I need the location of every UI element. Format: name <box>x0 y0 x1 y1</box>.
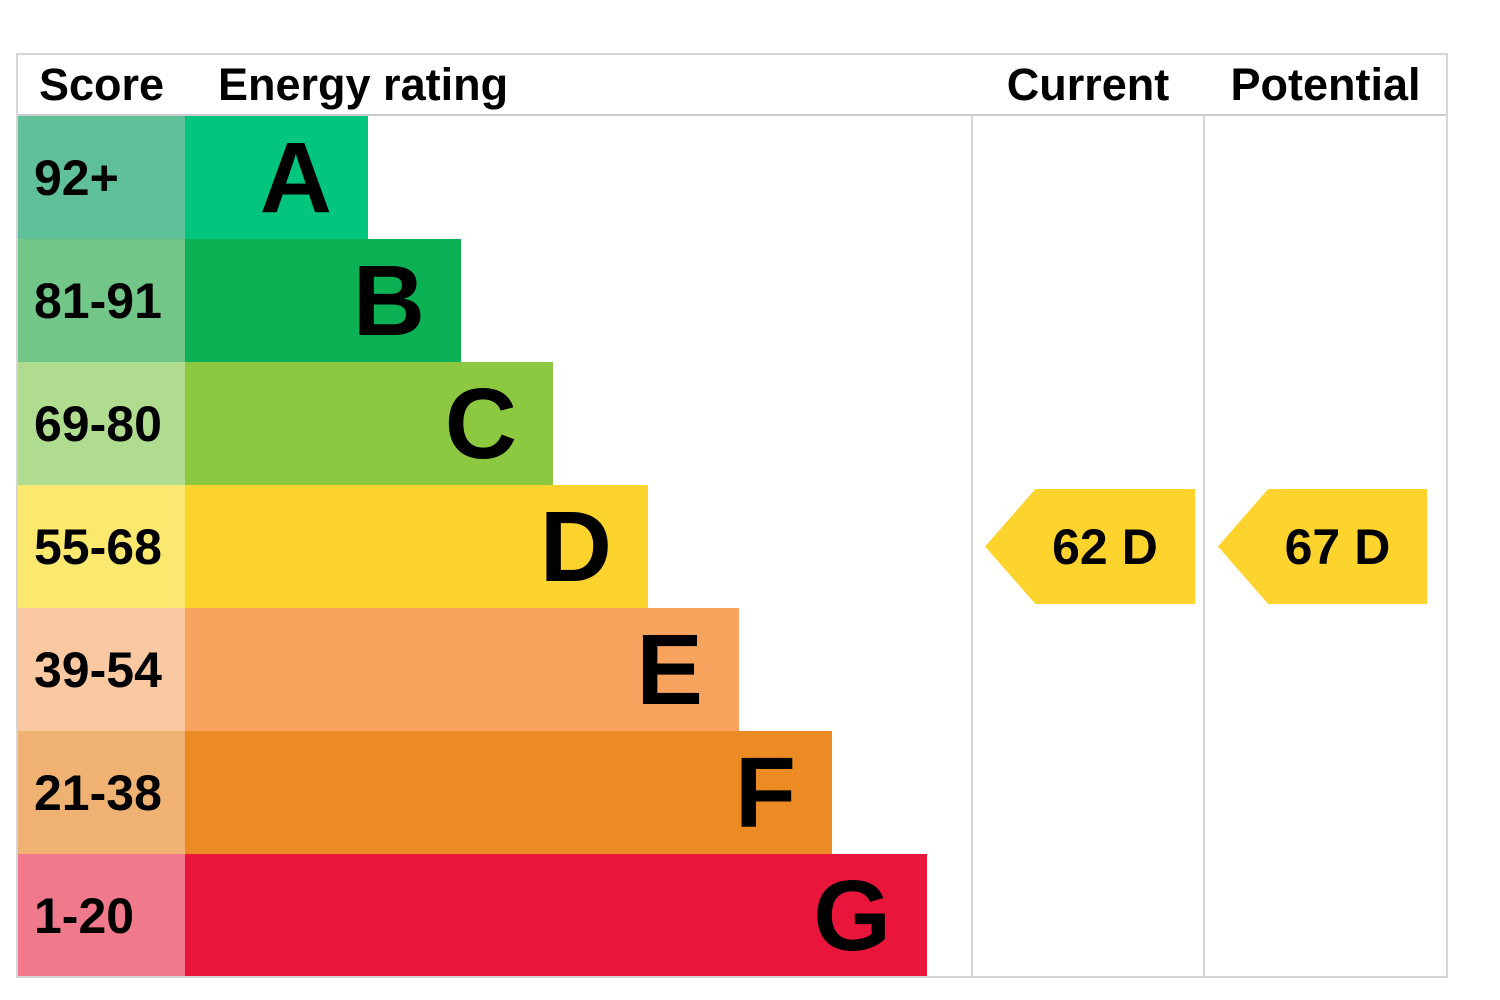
band-row-a: 92+ A <box>18 116 1446 239</box>
band-row-e: 39-54 E <box>18 608 1446 731</box>
score-cell: 39-54 <box>18 608 185 731</box>
current-column-divider <box>971 55 973 976</box>
rating-bar-a: A <box>185 116 368 239</box>
score-cell: 92+ <box>18 116 185 239</box>
current-column-header: Current <box>1006 59 1170 110</box>
score-cell: 1-20 <box>18 854 185 976</box>
score-cell: 69-80 <box>18 362 185 485</box>
band-letter: C <box>444 367 517 480</box>
band-row-f: 21-38 F <box>18 731 1446 854</box>
score-column-header: Score <box>38 59 165 110</box>
band-row-c: 69-80 C <box>18 362 1446 485</box>
current-rating-arrow: 62 D <box>985 489 1195 604</box>
band-row-g: 1-20 G <box>18 854 1446 976</box>
score-cell: 21-38 <box>18 731 185 854</box>
band-letter: F <box>734 736 796 849</box>
current-band-letter: D <box>1121 518 1158 575</box>
band-row-d: 55-68 D <box>18 485 1446 608</box>
rating-bar-c: C <box>185 362 553 485</box>
band-letter: A <box>259 121 332 234</box>
score-cell: 81-91 <box>18 239 185 362</box>
potential-column-divider <box>1203 55 1205 976</box>
band-row-b: 81-91 B <box>18 239 1446 362</box>
epc-table: Score Energy rating Current Potential 92… <box>16 53 1448 978</box>
potential-score-value: 67 <box>1284 518 1341 575</box>
rating-bar-g: G <box>185 854 927 976</box>
band-letter: D <box>539 490 612 603</box>
table-header-row: Score Energy rating Current Potential <box>18 55 1446 116</box>
energy-rating-column-header: Energy rating <box>218 59 509 110</box>
potential-column-header: Potential <box>1230 59 1421 110</box>
score-cell: 55-68 <box>18 485 185 608</box>
band-letter: G <box>813 859 891 972</box>
rating-bar-b: B <box>185 239 461 362</box>
rating-bar-e: E <box>185 608 739 731</box>
rating-bar-d: D <box>185 485 648 608</box>
band-letter: B <box>352 244 425 357</box>
current-score-value: 62 <box>1052 518 1108 575</box>
potential-rating-arrow: 67 D <box>1218 489 1427 604</box>
band-letter: E <box>636 613 703 726</box>
rating-bar-f: F <box>185 731 832 854</box>
potential-band-letter: D <box>1354 518 1391 575</box>
